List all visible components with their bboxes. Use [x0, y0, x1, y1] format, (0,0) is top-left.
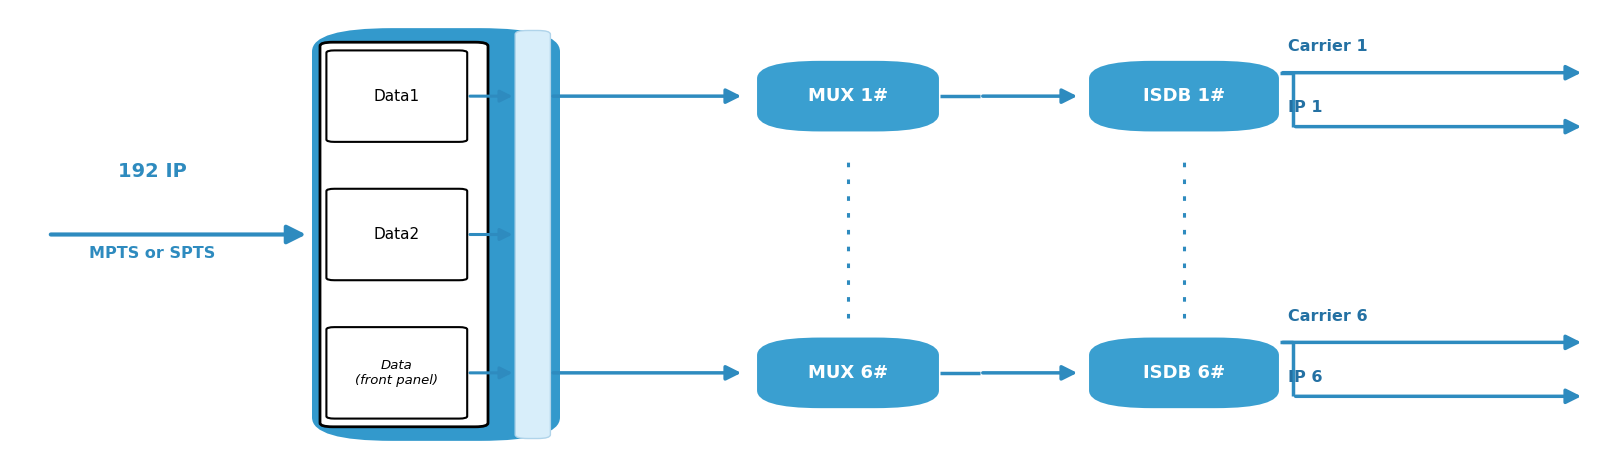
FancyBboxPatch shape — [757, 337, 941, 409]
Text: 192 IP: 192 IP — [118, 162, 186, 181]
Text: MUX 1#: MUX 1# — [808, 87, 888, 105]
FancyBboxPatch shape — [1088, 60, 1280, 133]
Text: IP 6: IP 6 — [1288, 370, 1323, 385]
Text: IP 1: IP 1 — [1288, 100, 1323, 115]
Text: ISDB 1#: ISDB 1# — [1142, 87, 1226, 105]
Text: Data2: Data2 — [374, 227, 419, 242]
FancyBboxPatch shape — [320, 42, 488, 427]
Text: Carrier 1: Carrier 1 — [1288, 39, 1368, 54]
FancyBboxPatch shape — [1088, 337, 1280, 409]
Text: Carrier 6: Carrier 6 — [1288, 309, 1368, 324]
Text: Data1: Data1 — [374, 89, 419, 104]
Text: MUX 6#: MUX 6# — [808, 364, 888, 382]
FancyBboxPatch shape — [757, 60, 941, 133]
FancyBboxPatch shape — [326, 189, 467, 280]
FancyBboxPatch shape — [312, 28, 560, 441]
Text: ISDB 6#: ISDB 6# — [1142, 364, 1226, 382]
Text: Data
(front panel): Data (front panel) — [355, 359, 438, 387]
FancyBboxPatch shape — [326, 51, 467, 142]
FancyBboxPatch shape — [515, 30, 550, 439]
Text: MPTS or SPTS: MPTS or SPTS — [90, 246, 214, 261]
FancyBboxPatch shape — [326, 327, 467, 419]
